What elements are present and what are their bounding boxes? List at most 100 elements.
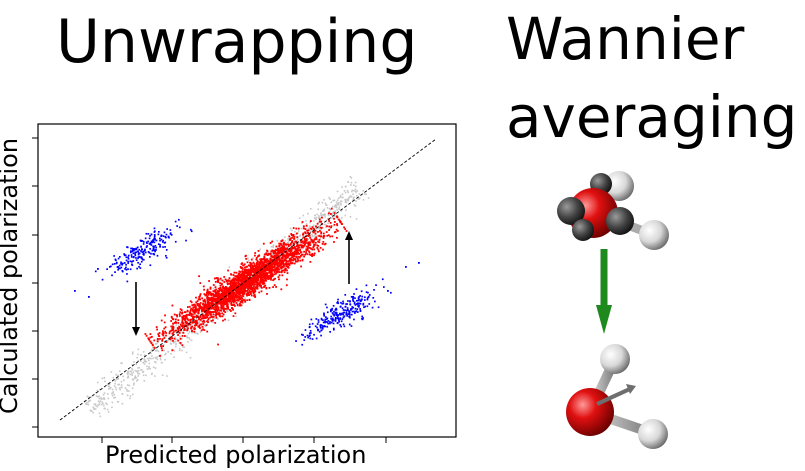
scatter-point-red (268, 253, 271, 255)
scatter-point-red (311, 248, 314, 251)
scatter-point-red (273, 251, 276, 254)
scatter-point-grey (202, 327, 205, 329)
scatter-point-grey (100, 398, 103, 400)
scatter-point-red (235, 281, 237, 284)
scatter-point-blue (366, 297, 369, 299)
scatter-point-blue (314, 325, 317, 328)
scatter-point-red (207, 297, 210, 299)
scatter-point-grey (352, 198, 355, 201)
scatter-point-blue (151, 241, 153, 244)
scatter-point-red (215, 300, 218, 302)
scatter-point-grey (345, 209, 347, 211)
scatter-point-red (274, 255, 276, 258)
scatter-point-red (267, 254, 269, 256)
scatter-point-red (195, 296, 197, 299)
scatter-point-blue (355, 310, 358, 312)
scatter-point-red (219, 282, 221, 285)
scatter-point-red (316, 222, 319, 225)
scatter-point-grey (95, 405, 97, 407)
scatter-point-grey (313, 216, 316, 219)
scatter-point-blue (350, 313, 353, 316)
scatter-point-red (260, 284, 262, 287)
scatter-point-red (246, 273, 249, 276)
scatter-point-blue (139, 256, 141, 258)
scatter-point-red (267, 278, 270, 280)
scatter-point-red (270, 268, 272, 271)
scatter-point-red (225, 298, 227, 301)
scatter-point-red (252, 261, 255, 264)
scatter-point-red (200, 306, 203, 308)
scatter-point-red (171, 349, 174, 352)
scatter-point-grey (354, 188, 357, 190)
scatter-point-red (172, 322, 174, 325)
scatter-point-red (213, 306, 216, 308)
scatter-point-red (287, 260, 289, 263)
scatter-point-grey (285, 245, 288, 247)
scatter-point-grey (167, 351, 170, 353)
scatter-point-red (270, 258, 273, 261)
scatter-point-blue (315, 337, 318, 340)
scatter-point-red (232, 294, 235, 297)
scatter-point-red (195, 324, 198, 327)
scatter-point-blue (339, 324, 342, 326)
scatter-point-grey (306, 228, 308, 231)
series-red-points (144, 207, 348, 357)
scatter-point-red (310, 254, 312, 256)
scatter-point-red (202, 306, 205, 309)
scatter-point-red (263, 279, 266, 282)
scatter-point-red (221, 279, 224, 282)
scatter-point-blue (125, 256, 128, 259)
scatter-point-red (238, 293, 240, 296)
scatter-point-grey (98, 402, 101, 404)
scatter-point-grey (258, 286, 260, 288)
scatter-point-red (223, 276, 226, 278)
title-line-2: averaging (506, 83, 798, 151)
scatter-point-blue (341, 318, 344, 320)
scatter-point-red (267, 259, 269, 262)
scatter-point-red (207, 291, 209, 293)
scatter-point-grey (131, 353, 134, 355)
scatter-point-red (241, 294, 244, 297)
scatter-point-grey (192, 327, 195, 330)
scatter-point-red (273, 265, 276, 268)
scatter-point-grey (270, 245, 273, 248)
scatter-point-blue (358, 298, 360, 301)
scatter-point-red (206, 313, 209, 316)
scatter-point-blue (129, 260, 132, 263)
scatter-point-red (261, 262, 264, 265)
scatter-point-red (314, 229, 317, 232)
scatter-point-red (287, 266, 289, 268)
scatter-point-red (235, 289, 237, 292)
scatter-point-grey (335, 206, 337, 208)
hydrogen-atom (600, 344, 630, 374)
scatter-point-red (256, 282, 259, 285)
scatter-point-red (206, 292, 209, 295)
scatter-point-red (275, 266, 278, 269)
scatter-point-red (263, 264, 266, 266)
scatter-point-red (313, 252, 316, 255)
scatter-point-grey (351, 190, 353, 193)
scatter-point-red (297, 249, 299, 251)
scatter-point-blue (162, 235, 165, 237)
scatter-point-red (261, 274, 263, 276)
scatter-point-blue (355, 288, 358, 290)
scatter-point-red (229, 297, 232, 299)
scatter-point-red (297, 227, 300, 230)
scatter-point-red (246, 277, 248, 280)
scatter-point-grey (211, 321, 214, 323)
scatter-point-blue (133, 248, 135, 250)
scatter-point-blue (323, 314, 325, 317)
scatter-point-grey (336, 190, 339, 193)
scatter-point-red (208, 292, 211, 295)
scatter-point-grey (307, 212, 309, 215)
scatter-point-red (228, 289, 231, 291)
scatter-point-red (247, 282, 250, 285)
scatter-point-red (211, 306, 213, 309)
scatter-point-grey (228, 302, 231, 304)
scatter-point-red (253, 294, 256, 296)
scatter-point-blue (360, 300, 362, 302)
scatter-point-red (192, 315, 195, 318)
scatter-point-red (249, 264, 252, 266)
scatter-point-red (230, 296, 232, 298)
scatter-point-red (313, 245, 315, 248)
